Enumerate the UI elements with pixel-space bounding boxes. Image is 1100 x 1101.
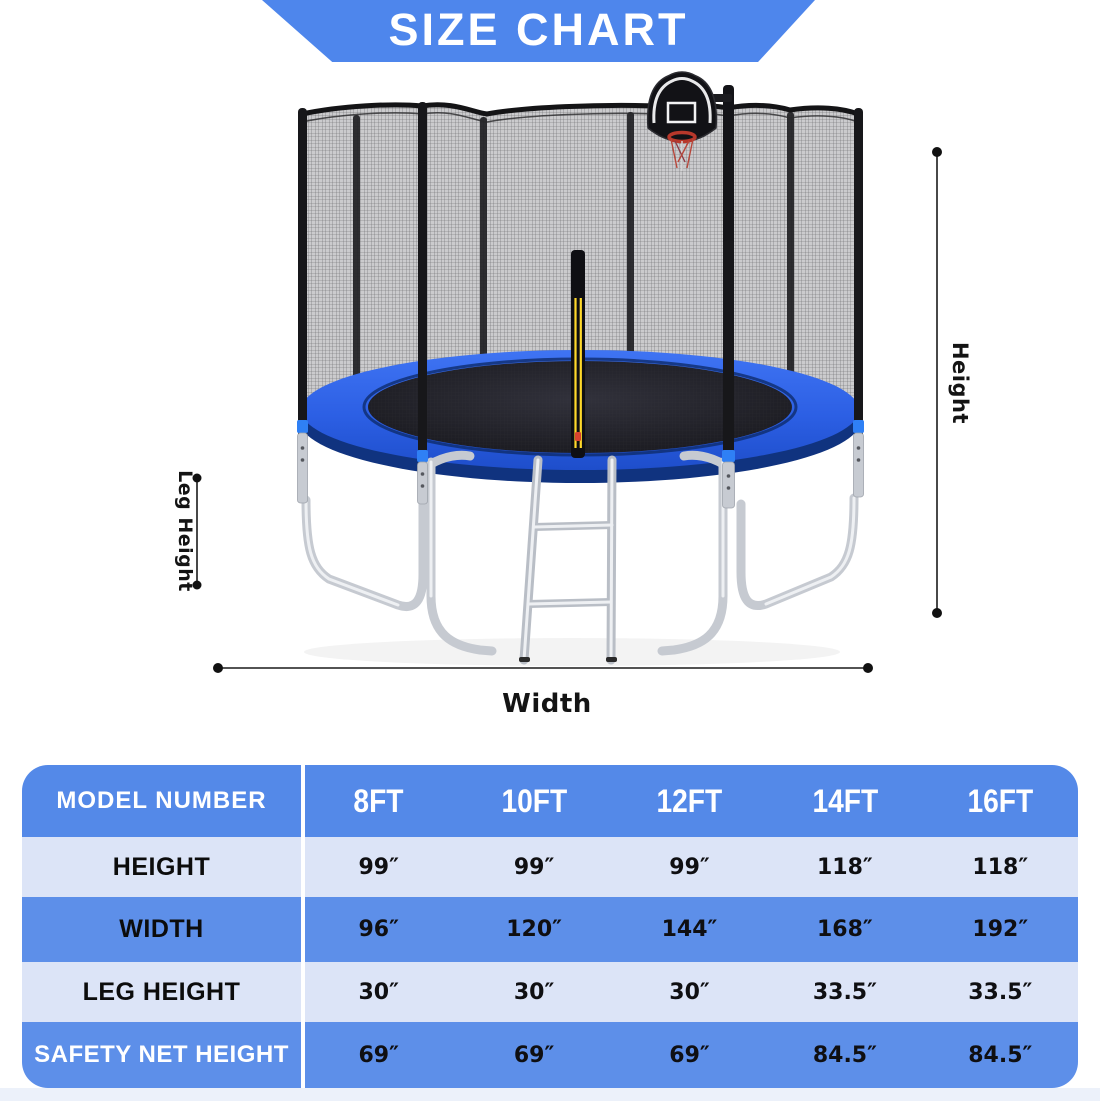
table-row-width: WIDTH 96″ 120″ 144″ 168″ 192″ [22, 897, 1078, 962]
page-title: SIZE CHART [388, 4, 689, 55]
table-value: 99″ [513, 854, 555, 880]
table-value: 69″ [358, 1042, 399, 1068]
table-header-row: MODEL NUMBER 8FT 10FT 12FT 14FT 16FT [22, 765, 1078, 837]
table-value: 33.5″ [968, 979, 1033, 1005]
table-value: 99″ [358, 854, 399, 880]
row-label: HEIGHT [112, 852, 211, 881]
leg-height-dimension-label: Leg Height [174, 470, 196, 592]
height-dimension-label: Height [948, 342, 972, 424]
height-dimension: Height [932, 147, 972, 618]
table-value: 168″ [817, 917, 873, 942]
table-value: 30″ [358, 979, 399, 1005]
width-dimension-label: Width [502, 689, 592, 719]
table-row-leg-height: LEG HEIGHT 30″ 30″ 30″ 33.5″ 33.5″ [22, 962, 1078, 1022]
table-value: 192″ [972, 917, 1029, 942]
net-front-poles [297, 102, 864, 509]
table-row-safety-net-height: SAFETY NET HEIGHT 69″ 69″ 69″ 84.5″ 84.5… [22, 1022, 1078, 1088]
bottom-strip [0, 1088, 1100, 1101]
table-value: 30″ [513, 979, 555, 1005]
column-header-10ft: 10FT [501, 782, 567, 819]
row-label: SAFETY NET HEIGHT [34, 1041, 289, 1068]
hoop-pole-upper [723, 85, 734, 255]
table-value: 118″ [972, 854, 1029, 880]
column-header-14ft: 14FT [812, 782, 878, 819]
ground-shadow [304, 638, 840, 666]
basketball-hoop [646, 71, 734, 255]
size-table: MODEL NUMBER 8FT 10FT 12FT 14FT 16FT HEI… [22, 765, 1078, 1088]
table-column-divider [301, 765, 305, 1088]
table-value: 84.5″ [812, 1042, 877, 1068]
table-value: 69″ [513, 1042, 555, 1068]
column-header-8ft: 8FT [353, 782, 404, 819]
table-value: 120″ [506, 917, 562, 942]
trampoline-legs [301, 450, 859, 656]
trampoline-diagram: Height Leg Height Width [174, 71, 972, 719]
table-row-height: HEIGHT 99″ 99″ 99″ 118″ 118″ [22, 837, 1078, 897]
table-value: 144″ [661, 917, 718, 942]
table-value: 118″ [817, 854, 873, 880]
table-value: 33.5″ [812, 979, 877, 1005]
hoop-mount-arm [712, 94, 732, 102]
table-value: 69″ [669, 1042, 710, 1068]
size-chart-banner: SIZE CHART [262, 0, 815, 62]
row-label: WIDTH [119, 915, 204, 943]
model-number-header: MODEL NUMBER [56, 787, 267, 814]
width-dimension: Width [213, 663, 873, 719]
net-back-poles [353, 112, 794, 417]
table-value: 84.5″ [968, 1042, 1033, 1068]
row-label: LEG HEIGHT [82, 977, 241, 1006]
column-header-16ft: 16FT [967, 782, 1034, 819]
ladder [519, 455, 617, 665]
column-header-12ft: 12FT [656, 782, 723, 819]
table-value: 96″ [358, 917, 399, 942]
net-top-rail [299, 102, 861, 123]
leg-height-dimension: Leg Height [174, 470, 202, 592]
table-value: 99″ [669, 854, 710, 880]
table-value: 30″ [669, 979, 710, 1005]
hoop-net [670, 138, 694, 171]
net-zipper [571, 250, 585, 458]
